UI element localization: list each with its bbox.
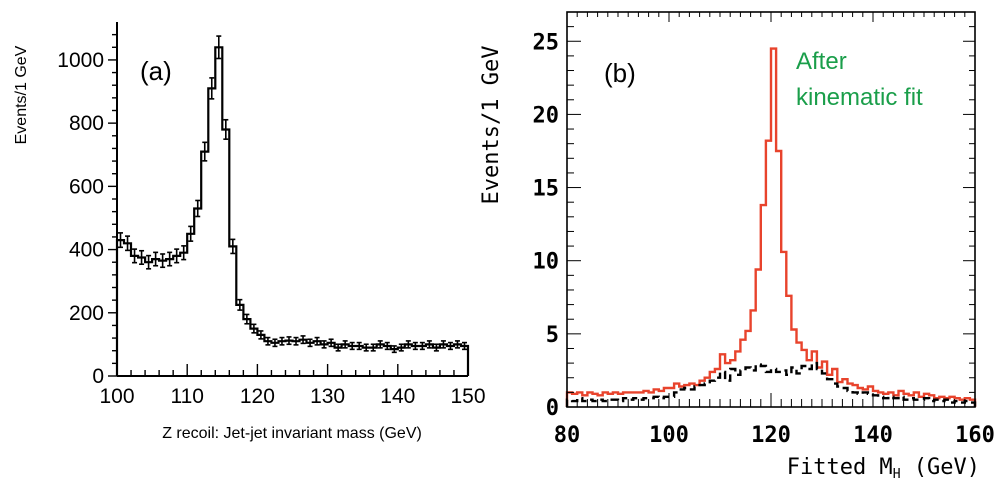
panel-a-ytick-200: 200 [69,302,104,325]
panel-b-xtick-120: 120 [751,423,791,448]
annotation-line-2: kinematic fit [796,84,923,111]
panel-b-xlabel-sub: H [893,467,901,482]
panel-b: 80 100 120 140 160 0 5 10 15 20 25 (b) After kinem… [479,11,995,482]
panel-b-xtick-100: 100 [649,423,689,448]
panel-a-ytick-600: 600 [69,175,104,198]
panel-a-bin-100 [118,232,124,249]
panel-a-bin-104 [146,254,152,270]
panel-a-xlabel: Z recoil: Jet-jet invariant mass (GeV) [162,425,422,442]
panel-a-bin-133 [349,341,355,351]
panel-b-xlabel: Fitted MH (GeV) [787,455,980,482]
panel-a-bin-141 [405,340,411,349]
panel-a-bin-121 [265,336,271,346]
panel-a-bin-106 [160,253,166,269]
panel-a-bin-109 [181,245,187,261]
panel-a-bin-103 [139,249,145,266]
panel-b-red-histogram [565,47,977,407]
panel-a-bin-107 [167,251,173,267]
panel-b-ytick-5: 5 [546,323,559,348]
panel-a-histogram-line [115,46,470,376]
panel-b-dashed-histogram [565,361,977,407]
panel-b-xlabel-main: Fitted M [787,455,893,480]
panel-a-ytick-800: 800 [69,112,104,135]
panel-a-bin-126 [300,335,306,345]
panel-a-bin-143 [419,341,425,351]
panel-a-bin-137 [377,340,383,349]
panel-a-xtick-130: 130 [310,385,345,408]
panel-a-xtick-110: 110 [170,385,203,408]
panel-a-bin-119 [251,323,257,334]
panel-a-bin-112 [202,141,208,162]
panel-a-ylabel: Events/1 GeV [13,45,30,144]
panel-b-ytick-15: 15 [533,177,560,202]
panel-a-bin-131 [335,343,341,352]
panel-b-label: (b) [604,58,636,88]
panel-a-ytick-0: 0 [92,365,104,388]
panel-a-bin-125 [293,336,299,346]
panel-b-ytick-20: 20 [533,103,560,128]
panel-a-bin-146 [440,340,446,349]
panel-a-bin-114 [216,35,222,60]
panel-a-bin-124 [286,336,292,346]
panel-a-bin-138 [384,341,390,351]
panel-a-xtick-100: 100 [99,385,134,408]
panel-b-xlabel-unit: (GeV) [901,455,980,480]
panel-a-bin-142 [412,341,418,351]
panel-a-bin-130 [328,338,334,348]
panel-b-ylabel: Events/1 GeV [479,46,504,205]
panel-a-xtick-120: 120 [240,385,275,408]
panel-a-bin-123 [279,336,285,346]
panel-a-bin-147 [447,341,453,351]
panel-a-label: (a) [140,56,172,86]
panel-b-xtick-140: 140 [853,423,893,448]
panel-b-xtick-160: 160 [955,423,995,448]
panel-a-bin-128 [314,336,320,346]
panel-a-bin-135 [363,343,369,352]
panel-a-bin-136 [370,343,376,352]
panel-a-bin-105 [153,251,159,267]
panel-a-bin-108 [174,248,180,264]
panel-a-bin-115 [223,118,229,140]
panel-a-bin-132 [342,340,348,349]
panel-a-ytick-1000: 1000 [57,49,104,72]
panel-b-xtick-80: 80 [554,423,581,448]
panel-b-ytick-25: 25 [533,30,560,55]
panel-a-bin-122 [272,338,278,348]
panel-a-xtick-140: 140 [380,385,415,408]
panel-a-bin-117 [237,298,243,311]
panel-a-bin-110 [188,225,194,242]
panel-a-bin-118 [244,313,250,325]
panel-a-bin-113 [209,77,215,100]
panel-a-bin-134 [356,341,362,351]
panel-a-bin-140 [398,343,404,352]
annotation-line-1: After [796,48,847,75]
panel-a-bin-120 [258,330,264,340]
panel-a-bin-139 [391,345,397,354]
panel-b-ytick-0: 0 [546,396,559,421]
panel-a-bin-111 [195,199,201,218]
panel-a-bin-101 [125,235,131,252]
panel-b-ytick-10: 10 [533,250,560,275]
panel-a-bin-145 [433,343,439,352]
panel-a-bin-149 [461,341,467,351]
panel-a-bin-148 [454,340,460,349]
panel-a-bin-127 [307,338,313,348]
panel-a-bin-102 [132,248,138,264]
panel-a-ytick-400: 400 [69,239,104,262]
panel-a-bin-116 [230,238,236,255]
panel-a-bin-144 [426,340,432,349]
panel-a-bin-129 [321,340,327,349]
panel-a-xtick-150: 150 [450,385,485,408]
